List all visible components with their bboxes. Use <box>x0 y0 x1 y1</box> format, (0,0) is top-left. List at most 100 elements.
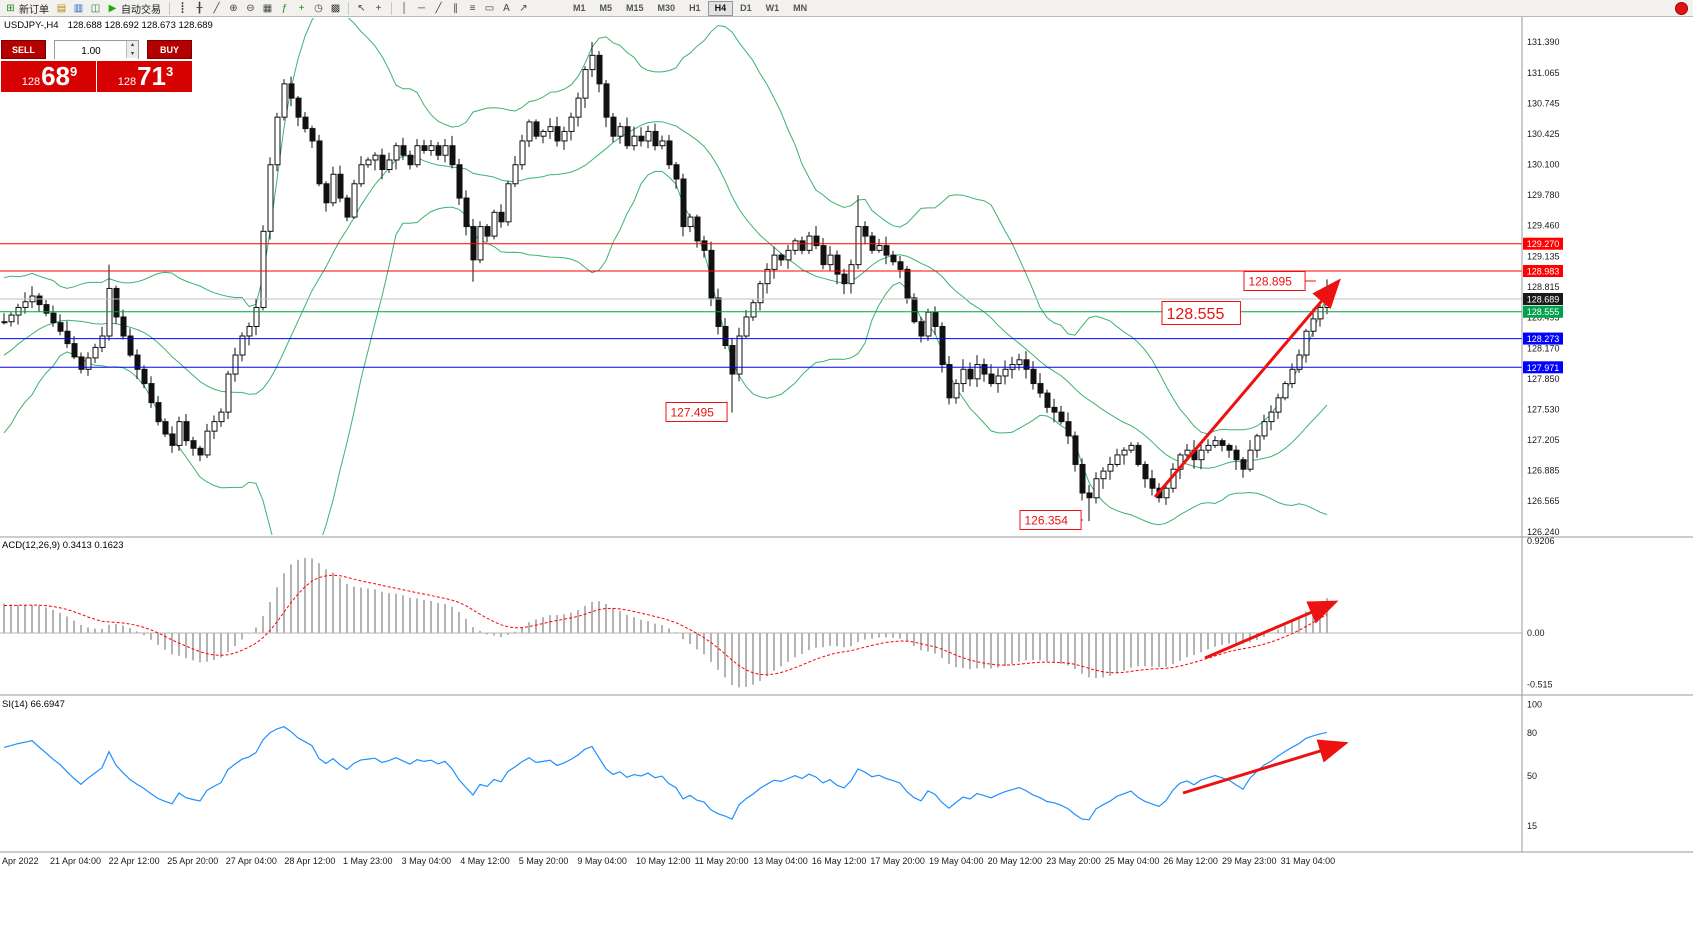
add-indicator-icon[interactable]: + <box>293 1 310 16</box>
timeframe-mn[interactable]: MN <box>793 2 808 13</box>
candle <box>827 254 834 266</box>
timeframe-w1[interactable]: W1 <box>765 2 780 13</box>
fibonacci-icon[interactable]: ≡ <box>464 1 481 16</box>
macd-axis-label: -0.515 <box>1527 680 1553 690</box>
candle <box>351 183 358 218</box>
horizontal-lines[interactable] <box>0 243 1522 368</box>
candle <box>1065 421 1072 437</box>
zoom-in-icon[interactable]: ⊕ <box>225 1 242 16</box>
periods-icon: ◷ <box>314 2 323 14</box>
volume-field[interactable]: ▴ ▾ <box>54 40 139 60</box>
time-axis[interactable]: Apr 2022 21 Apr 04:00 22 Apr 12:00 25 Apr 2… <box>2 856 1335 866</box>
candle <box>1121 449 1128 456</box>
rsi-axis-label: 15 <box>1527 821 1537 831</box>
volume-input[interactable] <box>55 43 138 60</box>
timeframe-m30[interactable]: M30 <box>657 2 676 13</box>
candle <box>1261 421 1268 437</box>
candle <box>1254 435 1261 451</box>
zoom-out-icon[interactable]: ⊖ <box>242 1 259 16</box>
candlestick-chart-icon: ╂ <box>196 2 203 14</box>
macd-axis-label: 0.9206 <box>1527 536 1555 546</box>
candle <box>638 135 645 142</box>
data-window-icon[interactable]: ▥ <box>70 1 87 16</box>
main-toolbar: ⊞ 新订单 ▤ ▥ ◫ ▶ 自动交易 ┋ ╂ ╱ ⊕ ⊖ ▦ ƒ + ◷ ▩ ↖ + │ ─ ╱ ∥ ≡ ▭ A ↗ M1 M5 M15 M… <box>0 0 1693 17</box>
indicators-icon: ƒ <box>281 2 288 14</box>
timeframe-h1[interactable]: H1 <box>689 2 701 13</box>
volume-down-icon[interactable]: ▾ <box>127 49 138 58</box>
timeframe-h4[interactable]: H4 <box>707 0 734 16</box>
text-icon[interactable]: A <box>498 1 515 16</box>
periods-icon[interactable]: ◷ <box>310 1 327 16</box>
candle <box>918 321 925 337</box>
sell-price-button[interactable]: 128 68 9 <box>1 61 97 92</box>
line-chart-icon[interactable]: ╱ <box>208 1 225 16</box>
indicators-icon[interactable]: ƒ <box>276 1 293 16</box>
candle <box>883 245 890 256</box>
candle <box>1219 440 1226 446</box>
candle <box>442 145 449 156</box>
price-tick-label: 130.100 <box>1527 160 1560 170</box>
candle <box>155 402 162 423</box>
candle <box>981 364 988 375</box>
candle <box>1268 411 1275 423</box>
candle <box>1205 444 1212 451</box>
new-order-icon[interactable]: ⊞ 新订单 <box>2 1 53 16</box>
candle <box>834 254 841 275</box>
vertical-line-icon[interactable]: │ <box>396 1 413 16</box>
time-label: 1 May 23:00 <box>343 856 393 866</box>
candle <box>197 447 204 456</box>
candle <box>960 368 967 385</box>
candle <box>428 145 435 151</box>
timeframe-m15[interactable]: M15 <box>626 2 644 13</box>
time-label: 16 May 12:00 <box>812 856 867 866</box>
candle <box>183 421 190 442</box>
price-axis[interactable]: 131.390 131.065 130.745 130.425 130.100 129.7… <box>1521 17 1563 852</box>
candle <box>1100 470 1107 480</box>
auto-trading-icon[interactable]: ▶ 自动交易 <box>104 1 165 16</box>
candle <box>120 316 127 337</box>
candle <box>890 254 897 263</box>
buy-price-pip: 3 <box>166 64 174 79</box>
templates-icon[interactable]: ▩ <box>327 1 344 16</box>
crosshair-icon[interactable]: + <box>370 1 387 16</box>
volume-up-icon[interactable]: ▴ <box>127 41 138 50</box>
rsi-label: SI(14) 66.6947 <box>2 699 65 710</box>
candle <box>316 140 323 185</box>
tile-windows-icon[interactable]: ▦ <box>259 1 276 16</box>
candle <box>218 411 225 423</box>
candlestick-chart-icon[interactable]: ╂ <box>191 1 208 16</box>
timeframe-d1[interactable]: D1 <box>740 2 752 13</box>
navigator-icon[interactable]: ◫ <box>87 1 104 16</box>
candle <box>813 235 820 247</box>
sell-button[interactable]: SELL <box>1 40 46 59</box>
candle <box>491 211 498 237</box>
shapes-icon[interactable]: ▭ <box>481 1 498 16</box>
candle <box>1296 354 1303 370</box>
candle <box>162 421 169 435</box>
market-watch-icon[interactable]: ▤ <box>53 1 70 16</box>
arrow-objects-icon[interactable]: ↗ <box>515 1 532 16</box>
timeframe-m5[interactable]: M5 <box>599 2 613 13</box>
buy-price-button[interactable]: 128 71 3 <box>97 61 192 92</box>
cursor-icon[interactable]: ↖ <box>353 1 370 16</box>
timeframe-m1[interactable]: M1 <box>573 2 586 13</box>
cursor-icon: ↖ <box>357 2 366 14</box>
trendline-icon[interactable]: ╱ <box>430 1 447 16</box>
channel-icon[interactable]: ∥ <box>447 1 464 16</box>
bar-chart-icon[interactable]: ┋ <box>174 1 191 16</box>
buy-button[interactable]: BUY <box>147 40 192 59</box>
macd-histogram <box>3 557 1328 688</box>
sell-price-base: 128 <box>21 76 41 88</box>
fibonacci-icon: ≡ <box>469 2 476 14</box>
candle <box>232 354 239 375</box>
candle <box>841 273 848 285</box>
trend-arrows[interactable] <box>1153 278 1349 795</box>
candle <box>533 121 540 137</box>
callouts[interactable]: 128.895 128.555 127.495 126.354 <box>665 271 1316 530</box>
horizontal-line-icon[interactable]: ─ <box>413 1 430 16</box>
candle <box>1058 411 1065 423</box>
candle <box>463 197 470 228</box>
candle <box>855 226 862 266</box>
candle <box>694 216 701 242</box>
